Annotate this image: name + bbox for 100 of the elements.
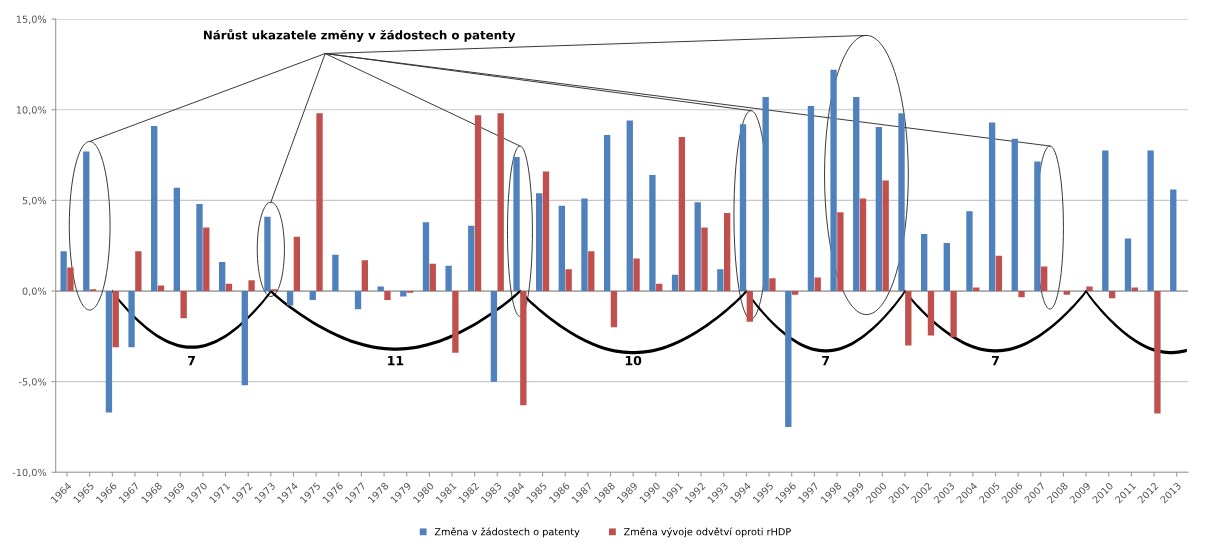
bar bbox=[83, 151, 90, 292]
bar bbox=[542, 171, 550, 292]
bar bbox=[1131, 287, 1138, 292]
bar bbox=[581, 198, 588, 292]
bar bbox=[354, 291, 362, 310]
bar bbox=[316, 113, 323, 292]
bar bbox=[995, 255, 1003, 292]
bar bbox=[898, 113, 905, 292]
bar bbox=[293, 236, 301, 292]
bar bbox=[1041, 266, 1048, 292]
bar bbox=[332, 254, 339, 292]
annotation: 10 bbox=[625, 355, 642, 366]
bar bbox=[361, 260, 368, 292]
bar bbox=[445, 265, 452, 292]
bar bbox=[769, 278, 776, 292]
annotation: 11 bbox=[388, 356, 404, 366]
bar bbox=[1063, 291, 1071, 295]
bar bbox=[1170, 189, 1177, 292]
bar bbox=[927, 291, 935, 336]
bar bbox=[173, 187, 181, 292]
bar bbox=[1011, 138, 1018, 292]
bar bbox=[723, 213, 731, 292]
bar bbox=[950, 291, 957, 338]
bar bbox=[807, 106, 815, 292]
legend-label: Změna v žádostech o patenty bbox=[434, 527, 580, 538]
bar bbox=[717, 269, 724, 292]
bar bbox=[656, 283, 663, 292]
bar bbox=[1086, 286, 1093, 292]
annotation: 7 bbox=[822, 356, 830, 366]
bar bbox=[474, 115, 482, 292]
bar bbox=[830, 69, 837, 292]
bar bbox=[791, 291, 799, 295]
bar bbox=[513, 156, 520, 292]
bar bbox=[671, 274, 679, 292]
bar bbox=[921, 233, 928, 292]
y-tick-label: -5,0% bbox=[18, 378, 47, 387]
bar bbox=[60, 251, 67, 292]
bar bbox=[966, 211, 973, 292]
bar bbox=[112, 291, 119, 348]
bar bbox=[422, 222, 430, 292]
bar bbox=[286, 291, 294, 306]
bar bbox=[536, 193, 543, 292]
bar bbox=[626, 120, 633, 292]
bar bbox=[151, 126, 158, 292]
bar bbox=[248, 280, 255, 292]
bar bbox=[678, 136, 686, 292]
y-tick-label: -10,0% bbox=[12, 468, 47, 478]
bar bbox=[882, 180, 889, 292]
bar bbox=[785, 291, 792, 427]
bar bbox=[135, 251, 142, 292]
bar bbox=[603, 135, 611, 292]
bar bbox=[67, 267, 74, 292]
y-tick-label: 10,0% bbox=[16, 106, 47, 115]
bar bbox=[497, 113, 504, 292]
annotation: 7 bbox=[991, 356, 999, 366]
bar bbox=[490, 291, 498, 382]
bar bbox=[520, 291, 527, 406]
bar bbox=[384, 291, 391, 301]
bar bbox=[814, 277, 821, 292]
bar bbox=[1108, 291, 1116, 299]
bar bbox=[988, 122, 996, 292]
bar bbox=[429, 263, 436, 292]
bar bbox=[264, 216, 271, 292]
bar bbox=[837, 212, 844, 292]
bar bbox=[1102, 150, 1109, 292]
bar bbox=[701, 227, 708, 292]
y-tick-label: 15,0% bbox=[16, 15, 47, 24]
bar bbox=[1154, 291, 1161, 414]
bar bbox=[196, 204, 203, 292]
bar bbox=[875, 126, 883, 292]
bar bbox=[241, 291, 248, 386]
bar bbox=[853, 97, 860, 292]
bar bbox=[746, 291, 753, 322]
bar bbox=[1018, 291, 1025, 298]
bar bbox=[1124, 238, 1132, 292]
bar bbox=[973, 287, 980, 292]
bar bbox=[565, 269, 572, 292]
bar bbox=[180, 291, 187, 319]
bar bbox=[558, 205, 566, 292]
bar bbox=[739, 124, 747, 292]
legend-label: Změna vývoje odvětví oproti rHDP bbox=[624, 527, 791, 538]
bar bbox=[377, 286, 384, 292]
bar bbox=[859, 198, 867, 292]
bar bbox=[633, 258, 640, 292]
bar bbox=[694, 202, 701, 292]
bar bbox=[225, 283, 233, 292]
bar bbox=[452, 291, 459, 353]
bar bbox=[218, 262, 226, 292]
bar bbox=[649, 175, 656, 292]
bar bbox=[309, 291, 316, 301]
annotation: 7 bbox=[188, 356, 195, 366]
bar bbox=[1147, 150, 1154, 292]
bar bbox=[203, 227, 210, 292]
y-tick-label: 0,0% bbox=[22, 287, 47, 296]
y-tick-label: 5,0% bbox=[22, 196, 47, 206]
bar bbox=[762, 97, 769, 292]
bar bbox=[943, 242, 950, 292]
bar bbox=[905, 291, 912, 346]
bar bbox=[588, 251, 595, 292]
bar bbox=[105, 291, 113, 413]
